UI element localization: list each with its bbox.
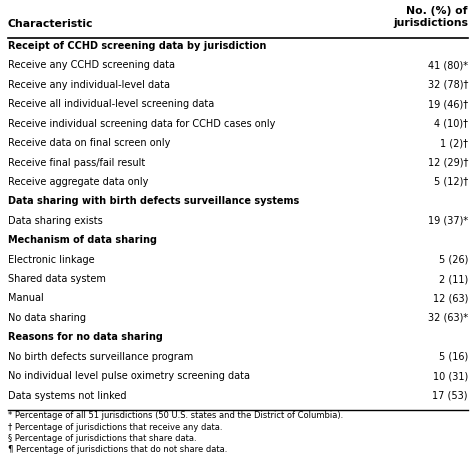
Text: * Percentage of all 51 jurisdictions (50 U.S. states and the District of Columbi: * Percentage of all 51 jurisdictions (50… bbox=[8, 411, 343, 420]
Text: Electronic linkage: Electronic linkage bbox=[8, 255, 95, 265]
Text: † Percentage of jurisdictions that receive any data.: † Percentage of jurisdictions that recei… bbox=[8, 423, 222, 432]
Text: No. (%) of
jurisdictions: No. (%) of jurisdictions bbox=[393, 6, 468, 28]
Text: 1 (2)†: 1 (2)† bbox=[440, 138, 468, 148]
Text: No birth defects surveillance program: No birth defects surveillance program bbox=[8, 352, 193, 362]
Text: Receive any CCHD screening data: Receive any CCHD screening data bbox=[8, 61, 175, 70]
Text: Data sharing exists: Data sharing exists bbox=[8, 216, 103, 226]
Text: Receive aggregate data only: Receive aggregate data only bbox=[8, 177, 148, 187]
Text: 4 (10)†: 4 (10)† bbox=[434, 119, 468, 129]
Text: 5 (26): 5 (26) bbox=[438, 255, 468, 265]
Text: 19 (37)*: 19 (37)* bbox=[428, 216, 468, 226]
Text: Receipt of CCHD screening data by jurisdiction: Receipt of CCHD screening data by jurisd… bbox=[8, 41, 266, 51]
Text: 10 (31): 10 (31) bbox=[433, 371, 468, 381]
Text: Receive final pass/fail result: Receive final pass/fail result bbox=[8, 158, 145, 168]
Text: No data sharing: No data sharing bbox=[8, 313, 86, 323]
Text: Receive any individual-level data: Receive any individual-level data bbox=[8, 80, 170, 90]
Text: 2 (11): 2 (11) bbox=[439, 274, 468, 284]
Text: § Percentage of jurisdictions that share data.: § Percentage of jurisdictions that share… bbox=[8, 434, 197, 443]
Text: Receive all individual-level screening data: Receive all individual-level screening d… bbox=[8, 99, 214, 109]
Text: Manual: Manual bbox=[8, 293, 44, 304]
Text: Mechanism of data sharing: Mechanism of data sharing bbox=[8, 235, 157, 245]
Text: 32 (63)*: 32 (63)* bbox=[428, 313, 468, 323]
Text: 32 (78)†: 32 (78)† bbox=[428, 80, 468, 90]
Text: 5 (16): 5 (16) bbox=[439, 352, 468, 362]
Text: Characteristic: Characteristic bbox=[8, 19, 93, 29]
Text: 12 (29)†: 12 (29)† bbox=[428, 158, 468, 168]
Text: ¶ Percentage of jurisdictions that do not share data.: ¶ Percentage of jurisdictions that do no… bbox=[8, 445, 228, 455]
Text: Data sharing with birth defects surveillance systems: Data sharing with birth defects surveill… bbox=[8, 196, 299, 207]
Text: 12 (63): 12 (63) bbox=[433, 293, 468, 304]
Text: 5 (12)†: 5 (12)† bbox=[434, 177, 468, 187]
Text: Receive data on final screen only: Receive data on final screen only bbox=[8, 138, 170, 148]
Text: No individual level pulse oximetry screening data: No individual level pulse oximetry scree… bbox=[8, 371, 250, 381]
Text: Shared data system: Shared data system bbox=[8, 274, 106, 284]
Text: 17 (53): 17 (53) bbox=[432, 390, 468, 401]
Text: 19 (46)†: 19 (46)† bbox=[428, 99, 468, 109]
Text: 41 (80)*: 41 (80)* bbox=[428, 61, 468, 70]
Text: Reasons for no data sharing: Reasons for no data sharing bbox=[8, 332, 163, 342]
Text: Data systems not linked: Data systems not linked bbox=[8, 390, 127, 401]
Text: Receive individual screening data for CCHD cases only: Receive individual screening data for CC… bbox=[8, 119, 275, 129]
